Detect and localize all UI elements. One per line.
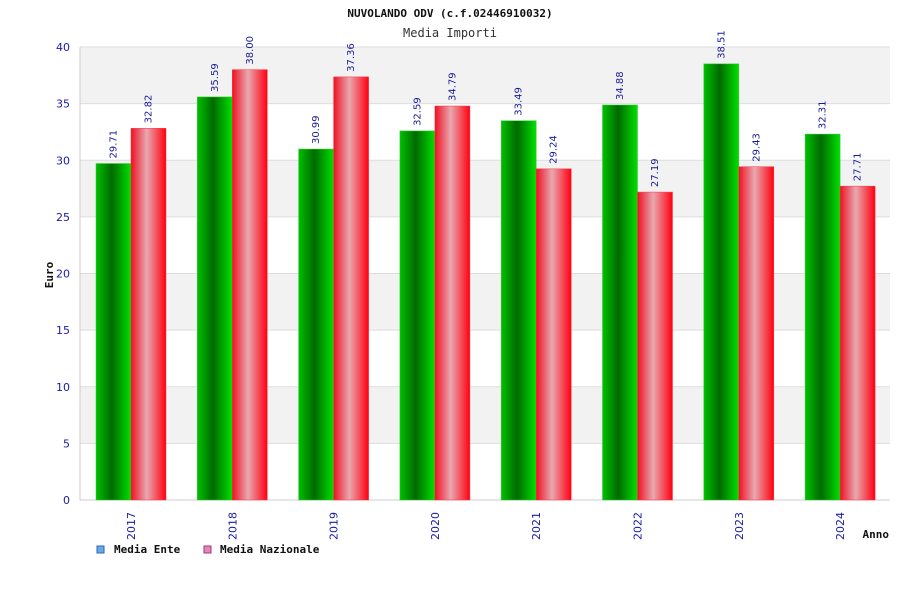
bar-media-nazionale-2018 (232, 69, 268, 501)
bar-media-ente-2018 (197, 96, 233, 501)
bar-media-ente-2017 (95, 163, 132, 501)
data-label: 27.19 (650, 158, 661, 187)
y-tick-label: 5 (63, 437, 70, 450)
y-tick-label: 40 (56, 41, 70, 54)
data-label: 32.82 (144, 95, 155, 124)
x-axis-label: Anno (863, 528, 890, 541)
bar-media-nazionale-2017 (130, 128, 167, 501)
y-tick-label: 35 (56, 98, 70, 111)
data-label: 37.36 (346, 43, 357, 72)
y-axis-ticks: 0 5 10 15 20 25 30 35 40 (56, 41, 70, 507)
bar-media-nazionale-2019 (333, 76, 369, 501)
x-tick-label: 2018 (226, 512, 239, 540)
legend-swatch-media-nazionale (203, 545, 212, 554)
data-label: 29.24 (549, 135, 560, 164)
x-tick-label: 2022 (632, 512, 645, 540)
bar-media-ente-2021 (500, 120, 537, 501)
x-tick-label: 2023 (733, 512, 746, 540)
data-label: 27.71 (853, 153, 864, 182)
data-label: 30.99 (311, 115, 322, 144)
data-label: 32.59 (412, 97, 423, 126)
bar-media-nazionale-2021 (535, 168, 572, 501)
grid-band (80, 47, 890, 104)
legend-label-media-ente: Media Ente (114, 543, 181, 556)
data-label: 32.31 (818, 100, 829, 129)
chart-subtitle: Media Importi (403, 26, 497, 40)
legend: Media Ente Media Nazionale (96, 543, 320, 556)
chart-title: NUVOLANDO ODV (c.f.02446910032) (347, 7, 552, 20)
bar-media-ente-2020 (399, 130, 436, 501)
bar-media-nazionale-2023 (738, 166, 775, 501)
data-label: 29.71 (109, 130, 120, 159)
legend-swatch-media-ente (96, 545, 105, 554)
bar-media-nazionale-2024 (839, 185, 876, 501)
y-tick-label: 20 (56, 268, 70, 281)
y-tick-label: 15 (56, 324, 70, 337)
legend-label-media-nazionale: Media Nazionale (220, 543, 320, 556)
y-tick-label: 0 (63, 494, 70, 507)
data-label: 38.00 (245, 36, 256, 65)
bar-media-ente-2019 (298, 148, 334, 501)
y-tick-label: 25 (56, 211, 70, 224)
bar-media-ente-2022 (602, 104, 638, 501)
x-tick-label: 2017 (125, 512, 138, 540)
data-label: 38.51 (716, 30, 727, 59)
data-label: 35.59 (210, 63, 221, 92)
bar-media-ente-2024 (804, 133, 841, 501)
x-tick-label: 2019 (328, 512, 341, 540)
bar-media-nazionale-2022 (637, 191, 673, 501)
data-label: 33.49 (514, 87, 525, 116)
x-tick-label: 2021 (530, 512, 543, 540)
bar-media-nazionale-2020 (434, 105, 471, 501)
bars: 29.71 32.82 35.59 38.00 30.99 37.36 32.59 34.79… (95, 30, 876, 501)
y-tick-label: 10 (56, 381, 70, 394)
y-axis-label: Euro (43, 261, 56, 288)
bar-media-ente-2023 (703, 63, 740, 501)
data-label: 34.88 (615, 71, 626, 100)
x-tick-label: 2020 (429, 512, 442, 540)
y-tick-label: 30 (56, 154, 70, 167)
data-label: 34.79 (447, 72, 458, 101)
x-axis-ticks: 2017 2018 2019 2020 2021 2022 2023 2024 (125, 512, 847, 540)
x-tick-label: 2024 (834, 512, 847, 540)
data-label: 29.43 (751, 133, 762, 162)
